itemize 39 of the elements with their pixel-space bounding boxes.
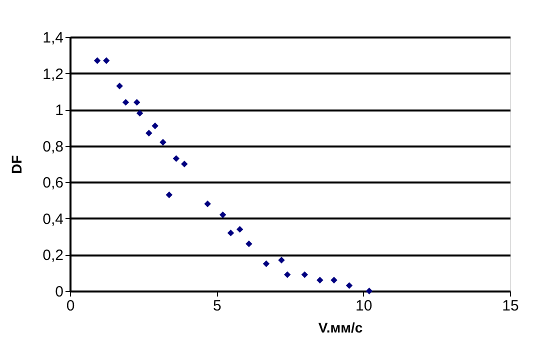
- x-tick-label: 10: [355, 298, 372, 314]
- x-axis-title: V.мм/с: [318, 320, 363, 336]
- y-tick-label: 1: [55, 102, 64, 120]
- y-axis-title: DF: [8, 154, 25, 174]
- point: [134, 98, 140, 106]
- point: [346, 282, 353, 289]
- point: [116, 82, 123, 90]
- point: [330, 276, 338, 284]
- point: [262, 260, 270, 268]
- point: [166, 191, 172, 198]
- point: [103, 57, 110, 64]
- point: [204, 200, 211, 208]
- point: [94, 57, 101, 64]
- point: [219, 211, 226, 218]
- y-tick-label: 0,4: [42, 210, 64, 228]
- point: [227, 230, 234, 236]
- x-tick-label: 15: [502, 298, 519, 314]
- point: [246, 240, 252, 248]
- y-tick-label: 0,8: [42, 138, 64, 156]
- x-tick-label: 0: [66, 298, 75, 314]
- y-tick-label: 1,2: [42, 66, 64, 83]
- x-tick-label: 5: [212, 298, 222, 314]
- point: [122, 98, 130, 106]
- point: [136, 110, 144, 117]
- y-tick-label: 0: [55, 284, 64, 300]
- point: [181, 160, 188, 168]
- y-tick-label: 1,4: [42, 30, 64, 46]
- y-tick-label: 0,6: [42, 174, 64, 192]
- point: [172, 155, 180, 162]
- point: [284, 271, 291, 278]
- point: [366, 288, 373, 294]
- point: [146, 130, 152, 137]
- point: [316, 276, 324, 284]
- point: [152, 122, 158, 130]
- point: [301, 271, 308, 278]
- point: [278, 256, 285, 264]
- point: [160, 138, 166, 146]
- point: [236, 226, 244, 233]
- y-tick-label: 0,2: [42, 247, 64, 264]
